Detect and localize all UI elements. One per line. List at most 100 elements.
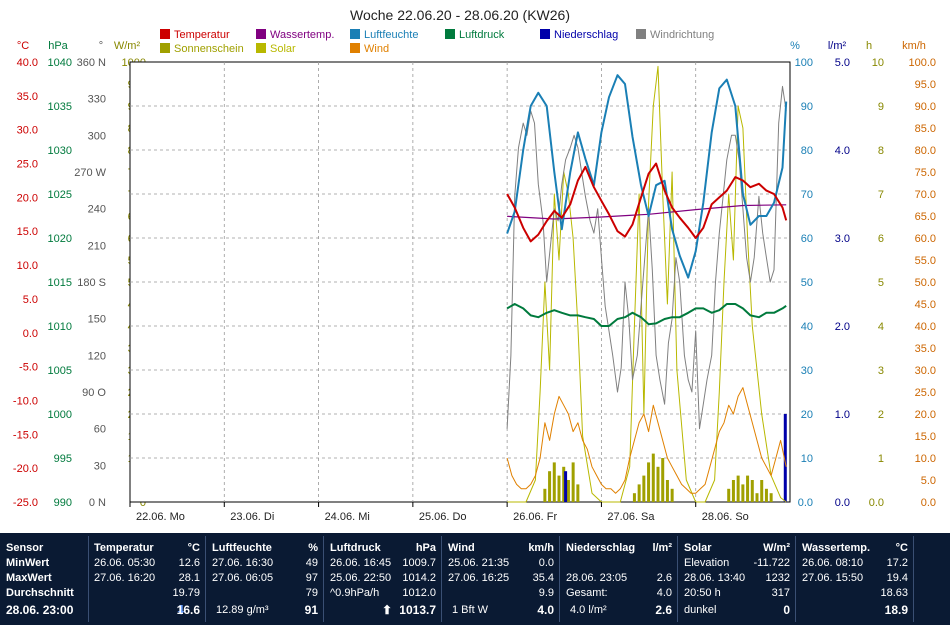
press-max-value: 1014.2 (402, 572, 436, 584)
legend-swatch (445, 29, 455, 39)
sunshine-bar (543, 488, 547, 502)
wind-tick-label: 55.0 (915, 255, 936, 267)
solar-hours: 20:50 h (684, 587, 721, 599)
wind-tick-label: 0.0 (921, 497, 936, 509)
temp-tick-label: -5.0 (19, 362, 38, 374)
sunshine-bar (670, 488, 674, 502)
sunshine-bar (665, 480, 669, 502)
pressure-tick-label: 1005 (48, 365, 72, 377)
stats-col-sensor: Sensor MinWert MaxWert Durchschnitt 28.0… (6, 533, 86, 625)
chart-title: Woche 22.06.20 - 28.06.20 (KW26) (350, 7, 570, 23)
legend-swatch (256, 43, 266, 53)
pressure-tick-label: 1015 (48, 277, 72, 289)
pressure-tick-label: 1000 (48, 409, 72, 421)
water-min-time: 26.06. 08:10 (802, 557, 864, 569)
sunshine-bar (637, 484, 641, 502)
wind-unit: km/h (528, 542, 554, 554)
sunshine-bar (760, 480, 764, 502)
wind-tick-label: 80.0 (915, 145, 936, 157)
current-time: 28.06. 23:00 (6, 603, 74, 617)
x-tick-label: 23.06. Di (230, 511, 274, 523)
chart-legend: Temperatur Wassertemp. Luftfeuchte Luftdruc… (160, 29, 714, 55)
stats-col-humidity: Luftfeuchte% 27.06. 16:30 49 27.06. 06:05… (212, 533, 318, 625)
legend-label: Solar (270, 43, 296, 55)
wind-max-time: 27.06. 16:25 (448, 572, 510, 584)
solar-state: dunkel (684, 604, 717, 616)
sun-tick-label: 3 (878, 365, 884, 377)
x-axis-labels: 22.06. Mo 23.06. Di 24.06. Mi 25.06. Do 26.0… (129, 502, 749, 523)
sunshine-bar (731, 480, 735, 502)
winddir-tick-label: 120 (88, 350, 106, 362)
hum-min-value: 49 (305, 557, 318, 569)
temp-tick-label: -15.0 (13, 429, 38, 441)
solar-elevation-label: Elevation (684, 557, 730, 569)
wind-min-value: 0.0 (538, 557, 554, 569)
wind-tick-label: 20.0 (915, 409, 936, 421)
water-max-time: 27.06. 15:50 (802, 572, 864, 584)
temp-tick-label: 15.0 (17, 226, 38, 238)
series-line-wind (506, 387, 787, 494)
stats-panel: Sensor MinWert MaxWert Durchschnitt 28.0… (0, 533, 950, 625)
hum-avg-value: 79 (305, 587, 318, 599)
rain-tick-label: 2.0 (835, 321, 850, 333)
hum-absolute: 12.89 g/m³ (216, 604, 269, 616)
sun-tick-label: 2 (878, 409, 884, 421)
pressure-axis-unit: hPa (48, 40, 68, 52)
sun-tick-label: 8 (878, 145, 884, 157)
x-tick-label: 24.06. Mi (325, 511, 370, 523)
water-max-value: 19.4 (886, 572, 908, 584)
legend-swatch (160, 29, 170, 39)
stats-col-pressure: Luftdruck hPa 26.06. 16:45 1009.7 25.06. 2… (330, 533, 436, 625)
water-header: Wassertemp. (802, 542, 871, 554)
sun-tick-label: 5 (878, 277, 884, 289)
winddir-tick-label: 60 (94, 424, 106, 436)
legend-label: Wassertemp. (270, 29, 334, 41)
legend-swatch (540, 29, 550, 39)
legend-label: Luftdruck (459, 29, 505, 41)
sunshine-bar (727, 488, 731, 502)
legend-label: Wind (364, 43, 389, 55)
pressure-tick-label: 990 (54, 497, 72, 509)
solar-max-time: 28.06. 13:40 (684, 572, 746, 584)
humidity-tick-label: 30 (801, 365, 813, 377)
trend-up-icon: ⬆ (381, 603, 392, 617)
pressure-tick-label: 1025 (48, 189, 72, 201)
sunshine-bar (651, 453, 655, 502)
water-avg-value: 18.63 (880, 587, 908, 599)
sunshine-bar (548, 471, 552, 502)
humidity-tick-label: 50 (801, 277, 813, 289)
rain-header: Niederschlag (566, 542, 636, 554)
rain-tick-label: 5.0 (835, 57, 850, 69)
wind-header: Wind (448, 542, 475, 554)
hum-max-time: 27.06. 06:05 (212, 572, 274, 584)
temp-min-time: 26.06. 05:30 (94, 557, 156, 569)
winddir-tick-label: 0 N (89, 497, 106, 509)
winddir-tick-label: 150 (88, 314, 106, 326)
wind-tick-label: 25.0 (915, 387, 936, 399)
series-line-solar (507, 65, 787, 503)
weather-chart: Woche 22.06.20 - 28.06.20 (KW26) Tempera… (13, 7, 936, 523)
legend-label: Niederschlag (554, 29, 618, 41)
sunshine-bar (566, 480, 570, 502)
water-current-value: 18.9 (884, 603, 908, 617)
humidity-axis-unit: % (790, 40, 800, 52)
wind-tick-label: 75.0 (915, 167, 936, 179)
wind-tick-label: 90.0 (915, 101, 936, 113)
pressure-tick-label: 1030 (48, 145, 72, 157)
temp-unit: °C (187, 542, 200, 554)
press-trend: ^0.9hPa/h (330, 587, 380, 599)
temp-tick-label: 40.0 (17, 57, 38, 69)
legend-label: Sonnenschein (174, 43, 244, 55)
legend-swatch (256, 29, 266, 39)
temp-tick-label: 0.0 (23, 328, 38, 340)
rain-unit: l/m² (652, 542, 672, 554)
chart-marks (506, 65, 788, 503)
legend-swatch (636, 29, 646, 39)
winddir-axis-unit: ° (99, 40, 103, 52)
temp-avg-value: 19.79 (172, 587, 200, 599)
legend-label: Windrichtung (650, 29, 714, 41)
temp-tick-label: 35.0 (17, 91, 38, 103)
wind-current-value: 4.0 (537, 603, 554, 617)
rain-current-value: 2.6 (655, 603, 672, 617)
winddir-tick-label: 330 (88, 94, 106, 106)
